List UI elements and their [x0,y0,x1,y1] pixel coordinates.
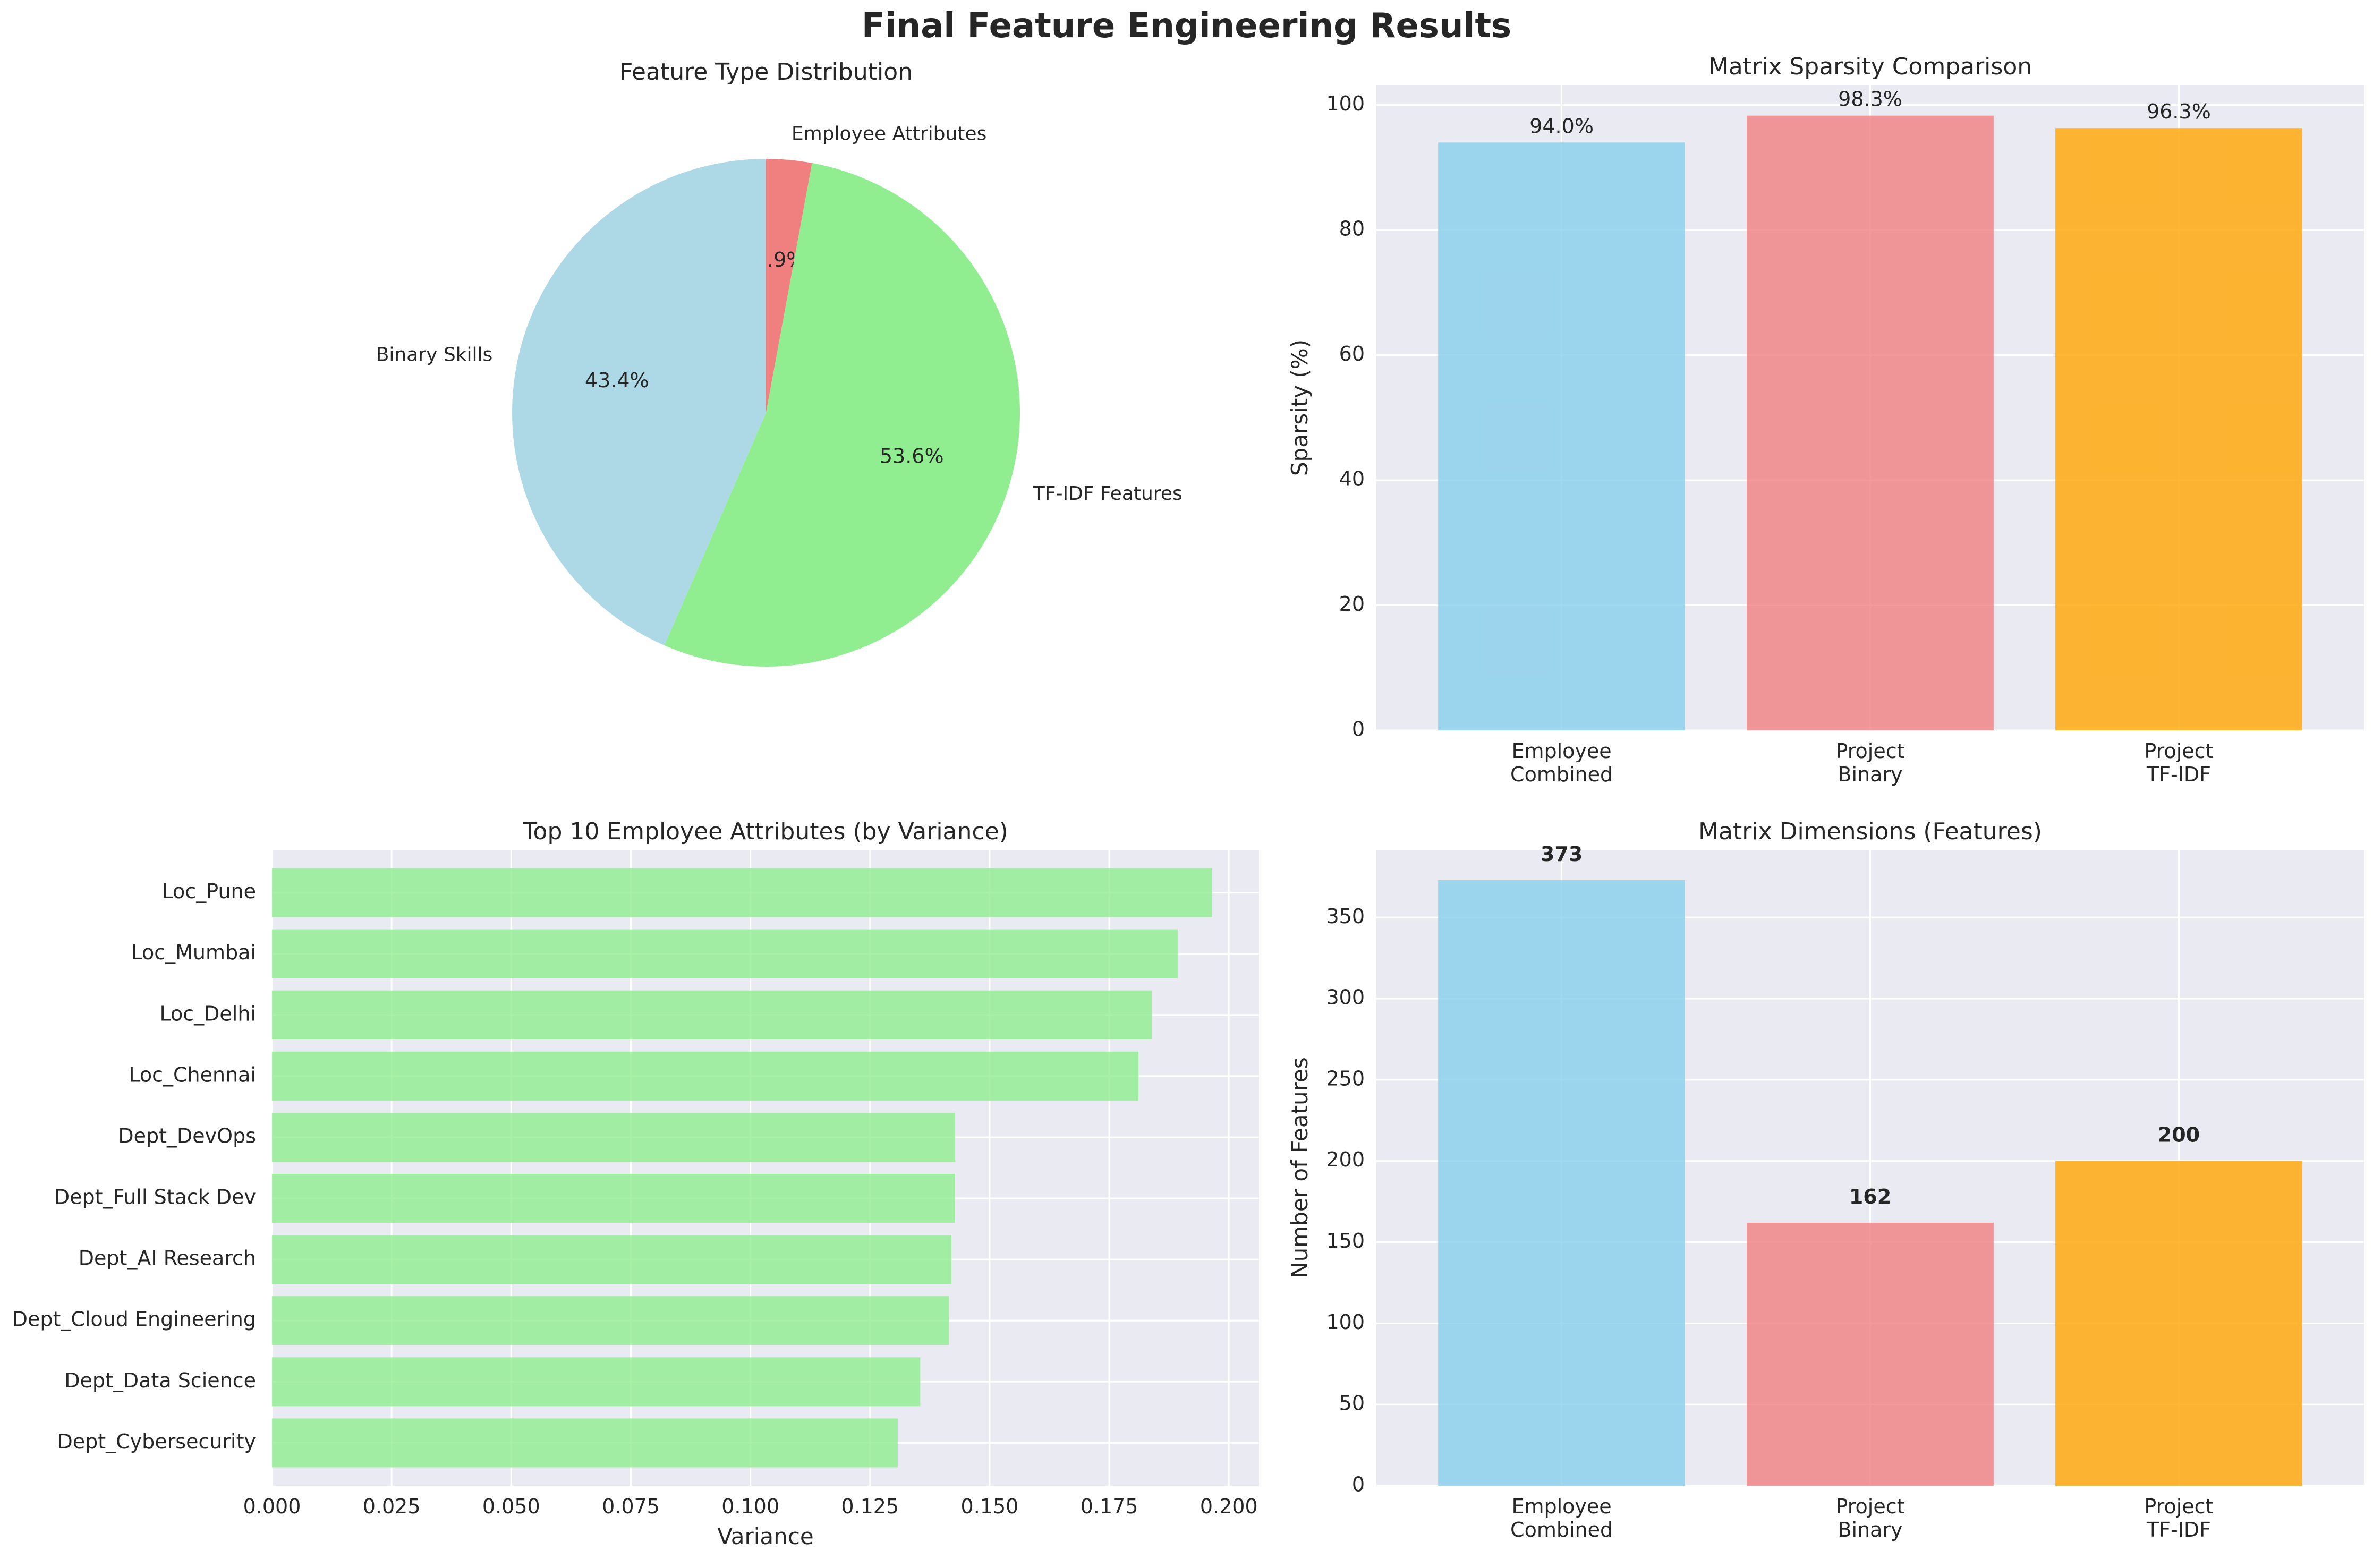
dimensions-ytick-label: 350 [1326,905,1365,928]
sparsity-ytick-label: 100 [1326,92,1365,115]
dimensions-ytick-label: 100 [1326,1310,1365,1334]
sparsity-ytick-label: 40 [1339,467,1365,491]
pie-pct-label: 43.4% [585,369,649,392]
sparsity-xtick-label: TF-IDF [2146,763,2211,786]
dimensions-bar [1438,880,1685,1486]
variance-bar [272,1235,951,1284]
sparsity-xtick-label: Combined [1510,763,1613,786]
variance-bar [272,1174,955,1223]
figure-title: Final Feature Engineering Results [861,6,1512,46]
sparsity-chart: Matrix Sparsity Comparison 0 20 40 60 80 100 94… [1287,53,2364,786]
dimensions-ytick-label: 0 [1352,1473,1365,1496]
variance-ytick-label: Dept_AI Research [79,1247,256,1270]
variance-xtick-label: 0.125 [841,1495,899,1518]
dimensions-ytick-label: 200 [1326,1148,1365,1171]
variance-bar [272,929,1178,978]
sparsity-value-label: 96.3% [2147,100,2211,123]
variance-ytick-label: Dept_Cloud Engineering [12,1308,256,1331]
sparsity-xtick-label: Project [1835,739,1904,763]
pie-slice [512,159,766,646]
sparsity-xtick-label: Binary [1838,763,1902,786]
variance-xlabel: Variance [717,1523,813,1549]
dimensions-ytick-label: 300 [1326,986,1365,1009]
sparsity-ytick-label: 80 [1339,217,1365,241]
dimensions-xtick-label: Employee [1511,1495,1611,1518]
dimensions-ytick-label: 50 [1339,1392,1365,1415]
pie-slice [664,163,1020,667]
sparsity-ylabel: Sparsity (%) [1287,339,1313,476]
sparsity-ytick-label: 0 [1352,718,1365,741]
variance-ytick-label: Loc_Mumbai [131,941,257,964]
dimensions-xtick-label: Combined [1510,1518,1613,1541]
variance-bar [272,1112,956,1162]
sparsity-value-label: 94.0% [1529,114,1594,138]
dimensions-value-label: 162 [1849,1185,1891,1208]
variance-ytick-label: Dept_Cybersecurity [57,1430,256,1453]
sparsity-bar [1438,142,1685,730]
variance-ytick-label: Dept_Full Stack Dev [54,1186,256,1209]
pie-label: TF-IDF Features [1033,483,1183,505]
variance-ytick-label: Loc_Pune [162,880,256,903]
pie-slice [766,159,812,413]
dimensions-xtick-label: Binary [1838,1518,1902,1541]
dimensions-xtick-label: Project [1835,1495,1904,1518]
dimensions-value-label: 373 [1541,842,1583,866]
variance-bar [272,1418,898,1468]
sparsity-ytick-label: 60 [1339,342,1365,365]
dimensions-ylabel: Number of Features [1287,1057,1313,1279]
sparsity-ytick-label: 20 [1339,592,1365,616]
sparsity-title: Matrix Sparsity Comparison [1708,53,2032,80]
pie-chart: Feature Type Distribution Employee Attrib… [376,58,1183,667]
pie-label: Employee Attributes [792,123,986,144]
variance-xtick-label: 0.075 [602,1495,660,1518]
variance-ytick-label: Dept_DevOps [118,1124,256,1147]
dimensions-chart: Matrix Dimensions (Features) 0 50 100 150 200… [1287,818,2364,1541]
dimensions-value-label: 200 [2158,1123,2200,1147]
dimensions-bar [1747,1222,1994,1486]
variance-chart: Top 10 Employee Attributes (by Variance)… [12,818,1259,1549]
sparsity-value-label: 98.3% [1838,88,1902,111]
dimensions-ytick-label: 150 [1326,1229,1365,1252]
dimensions-xtick-label: TF-IDF [2146,1518,2211,1541]
variance-xtick-label: 0.000 [243,1495,301,1518]
pie-pct-label: 53.6% [880,444,944,467]
variance-xtick-label: 0.025 [363,1495,421,1518]
variance-ytick-label: Loc_Chennai [129,1063,256,1086]
variance-bar [272,868,1212,917]
dimensions-xtick-label: Project [2144,1495,2213,1518]
variance-title: Top 10 Employee Attributes (by Variance) [522,818,1008,845]
pie-label: Binary Skills [376,344,493,365]
variance-ytick-label: Loc_Delhi [160,1002,256,1025]
dimensions-bar [2055,1161,2302,1486]
variance-xtick-label: 0.175 [1081,1495,1138,1518]
variance-bar [272,990,1152,1039]
sparsity-bar [1747,115,1994,730]
variance-xtick-label: 0.150 [961,1495,1019,1518]
sparsity-bar [2055,128,2302,730]
sparsity-xtick-label: Project [2144,739,2213,763]
sparsity-xtick-label: Employee [1511,739,1611,763]
variance-bar [272,1296,949,1345]
variance-xtick-label: 0.050 [482,1495,540,1518]
dimensions-ytick-label: 250 [1326,1067,1365,1090]
dimensions-title: Matrix Dimensions (Features) [1698,818,2042,845]
variance-xtick-label: 0.100 [721,1495,779,1518]
variance-ytick-label: Dept_Data Science [64,1369,256,1392]
variance-bar [272,1357,921,1407]
pie-title: Feature Type Distribution [619,58,913,86]
variance-xtick-label: 0.200 [1200,1495,1258,1518]
variance-bar [272,1051,1139,1101]
